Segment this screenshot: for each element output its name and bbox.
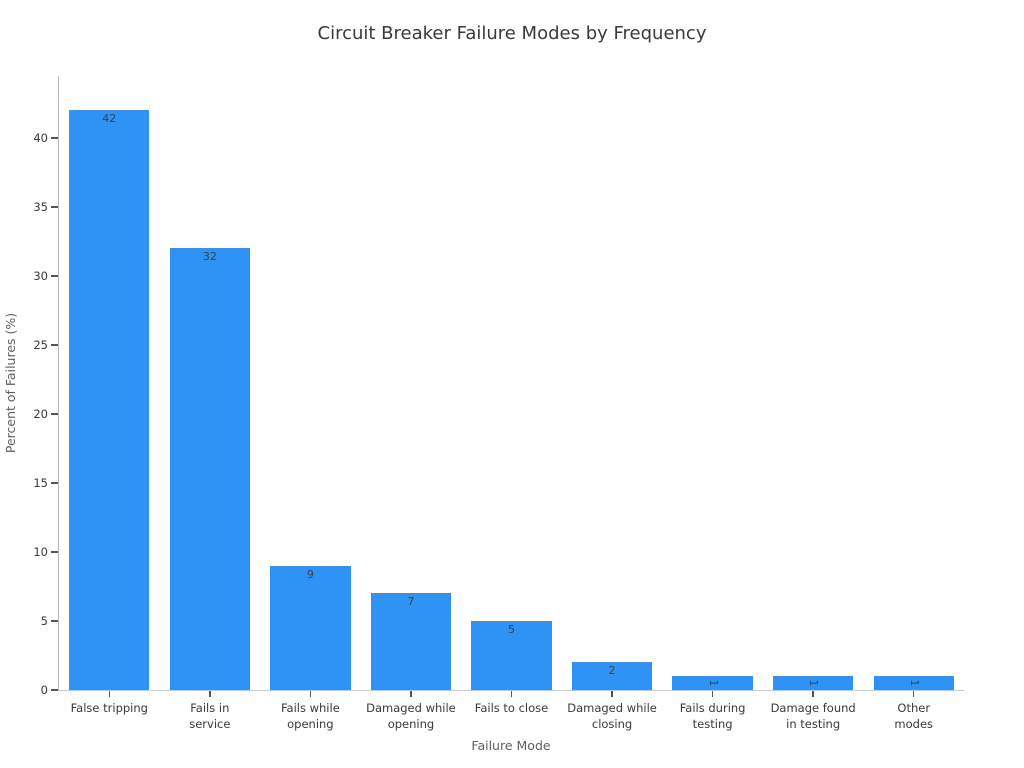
y-axis-tick-label: 20 [33,407,48,422]
bar-value-label: 9 [306,567,314,581]
x-axis-tick-label: Fails while opening [280,701,340,731]
bar-value-label: 5 [507,623,515,636]
bar [873,676,954,690]
bar [471,621,552,690]
y-axis-tick-label: 30 [33,269,48,284]
y-axis-tick-label: 25 [33,338,48,353]
bar [672,676,753,690]
x-axis-tick [913,691,915,697]
y-axis-tick [51,344,58,346]
bar [772,676,854,690]
x-axis-tick [410,691,412,697]
bar-value-label: 7 [407,595,415,609]
bar-value-label: 1 [807,679,820,687]
y-axis-title: Percent of Failures (%) [3,312,18,454]
x-axis-tick-label: Damaged while opening [366,701,456,731]
x-axis-tick-label: False tripping [70,701,148,715]
x-axis-tick [309,691,312,697]
y-axis-tick-label: 5 [40,614,48,628]
bar [370,593,452,690]
bar-value-label: 1 [706,679,719,687]
bar [69,110,150,690]
x-axis-tick-label: Fails in service [189,701,231,731]
x-axis-tick [510,691,513,697]
bar-value-label: 1 [907,679,920,687]
y-axis-tick-label: 35 [33,200,48,215]
y-axis-tick-label: 10 [33,545,48,560]
y-axis-tick-label: 0 [40,683,48,697]
bar-value-label: 42 [102,112,117,126]
y-axis-line [58,76,59,690]
y-axis-tick [51,206,58,208]
x-axis-tick [611,691,613,697]
bar-value-label: 2 [608,664,616,678]
y-axis-tick [51,137,58,139]
x-axis-tick [711,691,714,697]
x-axis-tick-label: Fails during testing [679,701,746,731]
x-axis-tick-label: Damaged while closing [567,701,657,731]
x-axis-tick [108,691,110,697]
x-axis-tick-label: Fails to close [474,701,549,715]
y-axis-tick [51,689,58,691]
x-axis-title: Failure Mode [471,738,551,753]
x-axis-tick [812,691,814,697]
y-axis-tick [51,482,58,484]
y-axis-tick [51,275,58,277]
y-axis-tick [51,551,58,553]
y-axis-tick [51,620,58,622]
x-axis-tick-label: Other modes [894,701,934,731]
y-axis-tick [51,413,58,415]
bar-value-label: 32 [202,250,217,264]
plot-area: 0 5 10 15 20 25 30 35 40 42 False tripping 32 Fails … [33,76,964,731]
bar [169,248,251,690]
x-axis-line [58,690,964,691]
bar [571,662,653,690]
bar [270,565,351,690]
y-axis-tick-label: 15 [33,476,48,491]
y-axis-tick-label: 40 [33,131,48,146]
x-axis-tick-label: Damage found in testing [770,701,856,731]
x-axis-tick [209,691,211,697]
chart-title: Circuit Breaker Failure Modes by Frequen… [317,23,707,44]
